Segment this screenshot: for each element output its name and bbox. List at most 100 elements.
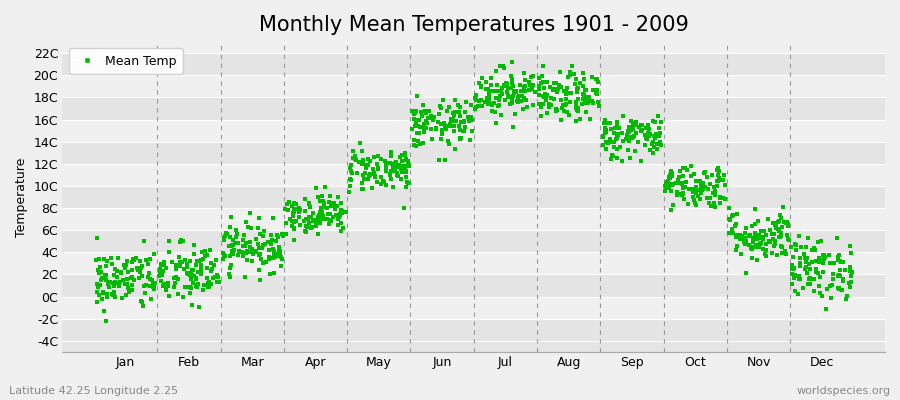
Point <box>490 82 504 88</box>
Point <box>120 292 134 298</box>
Point <box>806 276 820 282</box>
Point <box>95 289 110 295</box>
Point <box>572 96 586 103</box>
Point <box>275 231 290 237</box>
Point <box>503 85 517 92</box>
Point <box>491 103 505 109</box>
Point <box>401 180 416 186</box>
Point <box>536 93 551 100</box>
Point <box>812 258 826 265</box>
Point <box>675 165 689 172</box>
Point <box>813 274 827 280</box>
Point <box>549 80 563 86</box>
Point <box>832 286 846 293</box>
Point <box>96 256 111 262</box>
Point <box>679 184 693 190</box>
Point <box>626 121 640 127</box>
Point <box>326 214 340 220</box>
Point <box>689 190 704 196</box>
Point <box>554 117 569 123</box>
Point <box>262 246 276 253</box>
Point <box>397 205 411 211</box>
Point <box>713 195 727 201</box>
Point <box>569 104 583 111</box>
Point <box>509 88 524 95</box>
Point <box>737 235 751 241</box>
Point <box>524 74 538 80</box>
Point <box>785 265 799 272</box>
Point <box>610 131 625 138</box>
Point <box>435 127 449 134</box>
Point <box>425 136 439 142</box>
Point <box>448 118 463 124</box>
Point <box>833 259 848 265</box>
Point <box>788 264 802 271</box>
Point <box>211 274 225 280</box>
Point <box>153 270 167 276</box>
Point <box>580 99 595 105</box>
Point <box>807 246 822 253</box>
Point <box>745 254 760 261</box>
Point <box>813 290 827 296</box>
Point <box>722 216 736 222</box>
Bar <box>62 98 885 120</box>
Point <box>394 158 409 164</box>
Point <box>748 206 762 212</box>
Point <box>779 251 794 258</box>
Point <box>287 219 302 225</box>
Point <box>454 135 468 141</box>
Point <box>192 304 206 310</box>
Point <box>286 237 301 243</box>
Point <box>606 153 620 160</box>
Point <box>297 218 311 224</box>
Point <box>306 217 320 224</box>
Point <box>335 207 349 214</box>
Point <box>816 255 831 262</box>
Point <box>229 226 243 233</box>
Point <box>345 170 359 177</box>
Point <box>412 124 427 131</box>
Point <box>511 92 526 99</box>
Point <box>543 101 557 107</box>
Point <box>257 241 272 247</box>
Point <box>603 136 617 142</box>
Point <box>610 154 625 161</box>
Point <box>394 176 409 182</box>
Point <box>120 258 134 264</box>
Point <box>672 174 687 180</box>
Point <box>389 159 403 165</box>
Point <box>502 94 517 100</box>
Point <box>208 274 222 280</box>
Point <box>639 132 653 138</box>
Point <box>780 221 795 227</box>
Point <box>384 176 399 182</box>
Point <box>145 276 159 283</box>
Point <box>793 262 807 269</box>
Point <box>504 85 518 92</box>
Point <box>832 272 846 278</box>
Point <box>662 172 677 178</box>
Point <box>514 98 528 104</box>
Bar <box>62 341 885 352</box>
Point <box>497 81 511 88</box>
Point <box>539 97 554 103</box>
Point <box>356 172 370 178</box>
Point <box>157 259 171 265</box>
Point <box>504 76 518 82</box>
Point <box>310 214 325 220</box>
Point <box>329 203 344 210</box>
Point <box>417 121 431 128</box>
Point <box>98 277 112 283</box>
Point <box>616 138 630 144</box>
Point <box>399 156 413 163</box>
Point <box>689 185 704 192</box>
Point <box>279 220 293 226</box>
Point <box>491 88 505 95</box>
Point <box>154 268 168 275</box>
Point <box>391 170 405 176</box>
Point <box>134 265 148 272</box>
Point <box>284 222 299 229</box>
Point <box>264 241 278 247</box>
Point <box>224 242 238 249</box>
Point <box>650 141 664 148</box>
